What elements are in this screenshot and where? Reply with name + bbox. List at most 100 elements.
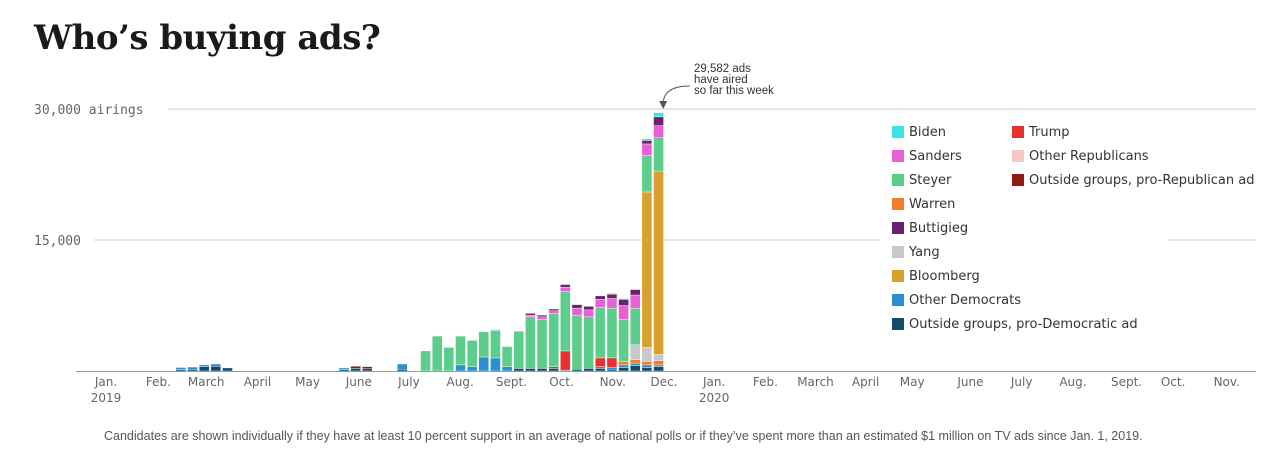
legend-item: Bloomberg — [892, 264, 1012, 288]
legend-label: Outside groups, pro-Democratic ad — [909, 316, 1138, 332]
legend-item: Other Democrats — [892, 288, 1021, 312]
bar-segment — [536, 316, 548, 320]
bar-segment — [478, 356, 489, 372]
bar-segment — [618, 299, 629, 306]
bar-segment — [606, 367, 618, 370]
bar-segment — [501, 366, 513, 372]
legend-label: Outside groups, pro-Republican ad — [1029, 172, 1255, 188]
annotation-text: 29,582 ads — [694, 63, 751, 75]
bar-segment — [606, 369, 618, 372]
annotation-arrow — [662, 85, 691, 105]
bar-segment — [641, 140, 653, 145]
bar-segment — [618, 298, 629, 300]
bar-segment — [630, 365, 641, 372]
legend-item: Other Republicans — [1012, 144, 1172, 168]
bar-segment — [618, 367, 629, 372]
bar-segment — [525, 313, 536, 316]
x-tick-label: Sept. — [496, 375, 527, 389]
gridlines: 30,000 airings 15,000 — [34, 103, 1256, 249]
bar-segment — [466, 366, 478, 372]
x-tick-label: March — [797, 375, 834, 389]
bar-segment — [490, 330, 501, 359]
x-tick-label: Jan. — [702, 375, 725, 389]
bar-segment — [501, 346, 513, 367]
legend-swatch — [892, 126, 904, 138]
bar-segment — [560, 291, 571, 352]
bar-segment — [350, 365, 361, 369]
legend-swatch — [1012, 174, 1024, 186]
bar-segment — [548, 310, 559, 314]
legend-item: Outside groups, pro-Democratic ad — [892, 312, 1138, 336]
bar-segment — [548, 368, 559, 372]
legend-label: Yang — [909, 244, 940, 260]
annotation-text: have aired — [694, 74, 748, 86]
bar-segment — [595, 299, 606, 308]
bar-segment — [595, 357, 606, 367]
x-tick-label: April — [852, 375, 879, 389]
bar-segment — [595, 366, 606, 369]
bar-segment — [571, 304, 583, 309]
x-tick-year: 2019 — [91, 391, 122, 405]
x-tick-label: Feb. — [753, 375, 778, 389]
bar-segment — [606, 293, 618, 295]
x-axis: Jan. 2019 Feb. March April May June July Aug. Sep… — [76, 371, 1256, 405]
bar-segment — [641, 191, 653, 348]
legend-label: Biden — [909, 124, 947, 140]
bar-segment — [548, 308, 559, 311]
bar-segment — [641, 143, 653, 156]
x-tick-label: April — [244, 375, 271, 389]
bar-segment — [513, 330, 524, 332]
legend-swatch — [892, 246, 904, 258]
bar-segment — [466, 340, 478, 367]
legend-item: Trump — [1012, 120, 1172, 144]
bar-segment — [455, 364, 466, 372]
bars — [175, 112, 664, 372]
x-tick-label: June — [345, 375, 372, 389]
bar-segment — [560, 286, 571, 292]
bar-segment — [653, 137, 664, 172]
bar-segment — [653, 116, 664, 126]
legend-swatch — [1012, 150, 1024, 162]
bar-segment — [641, 138, 653, 141]
y-tick-label: 15,000 — [34, 234, 81, 249]
bar-segment — [606, 307, 618, 359]
legend-label: Other Democrats — [909, 292, 1021, 308]
bar-segment — [630, 344, 641, 360]
x-tick-label: Dec. — [651, 375, 678, 389]
bar-segment — [490, 357, 501, 372]
bar-segment — [583, 309, 594, 318]
bar-segment — [210, 363, 222, 367]
bar-segment — [618, 364, 629, 368]
bar-segment — [641, 364, 653, 368]
bar-segment — [630, 289, 641, 296]
stacked-bar-chart: 30,000 airings 15,000 Jan. 2019 Feb. March Ap… — [34, 63, 1256, 405]
legend-swatch — [892, 198, 904, 210]
bar-segment — [397, 369, 408, 372]
legend-label: Buttigieg — [909, 220, 969, 236]
bar-segment — [222, 367, 233, 372]
legend-swatch — [892, 222, 904, 234]
chart-title: Who’s buying ads? — [34, 18, 381, 58]
legend-swatch — [892, 150, 904, 162]
legend-label: Steyer — [909, 172, 952, 188]
bar-segment — [432, 335, 443, 372]
x-tick-label: Feb. — [146, 375, 171, 389]
footnote: Candidates are shown individually if the… — [104, 429, 1143, 443]
bar-segment — [536, 314, 548, 318]
x-tick-label: Jan. — [94, 375, 117, 389]
bar-segment — [525, 316, 536, 369]
bar-segment — [443, 347, 455, 372]
bar-segment — [548, 366, 559, 369]
legend-label: Trump — [1029, 124, 1070, 140]
x-tick-label: March — [188, 375, 225, 389]
bar-segment — [525, 368, 536, 372]
bar-segment — [525, 314, 536, 318]
bar-segment — [478, 331, 489, 358]
bar-segment — [350, 368, 361, 372]
annotation-text: so far this week — [694, 85, 774, 97]
bar-segment — [653, 170, 664, 355]
bar-segment — [618, 361, 629, 366]
bar-segment — [595, 368, 606, 372]
x-tick-label: July — [397, 375, 420, 389]
